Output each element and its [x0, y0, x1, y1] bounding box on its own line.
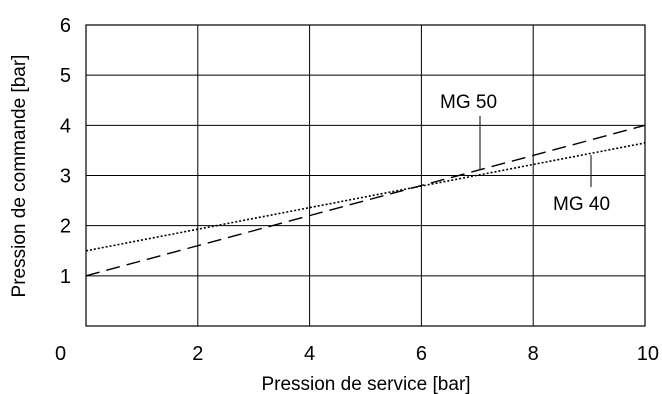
- y-tick-label: 4: [60, 115, 71, 137]
- y-tick-label: 1: [60, 266, 71, 288]
- y-axis-title: Pression de commande [bar]: [9, 55, 30, 298]
- plot-frame: [85, 24, 646, 327]
- x-tick-label: 4: [304, 343, 315, 365]
- y-axis-ticks: 1 2 3 4 5 6: [60, 15, 71, 288]
- y-tick-label: 2: [60, 216, 71, 238]
- x-axis-title: Pression de service [bar]: [261, 374, 470, 394]
- series-annotations: MG 50 MG 40: [440, 92, 610, 215]
- y-tick-label: 5: [60, 65, 71, 87]
- x-tick-label: 0: [55, 343, 66, 365]
- x-tick-label: 6: [416, 343, 427, 365]
- x-axis-ticks: 0 2 4 6 8 10: [55, 343, 659, 365]
- series-label-mg-40: MG 40: [553, 194, 610, 215]
- series-line-mg-50: [85, 124, 646, 277]
- y-tick-label: 3: [60, 166, 71, 188]
- y-tick-label: 6: [60, 15, 71, 37]
- x-tick-label: 8: [528, 343, 539, 365]
- x-tick-label: 2: [192, 343, 203, 365]
- grid: [86, 25, 645, 326]
- x-tick-label: 10: [637, 343, 659, 365]
- series-line-mg-40: [85, 142, 646, 252]
- series-lines: [85, 124, 646, 277]
- series-label-mg-50: MG 50: [440, 92, 497, 113]
